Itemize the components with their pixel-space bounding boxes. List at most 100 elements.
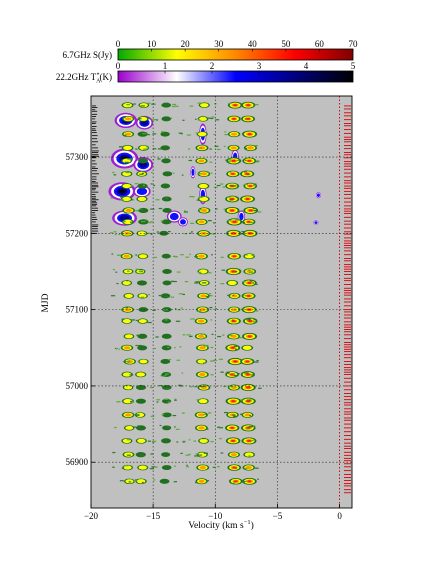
methanol-weak-emission: [147, 321, 152, 324]
methanol-maser-spot: [138, 465, 147, 470]
methanol-weak-emission: [197, 454, 203, 456]
methanol-maser-spot: [247, 281, 252, 284]
methanol-maser-spot: [137, 333, 148, 339]
methanol-weak-emission: [202, 362, 206, 364]
methanol-weak-emission: [189, 105, 194, 107]
methanol-weak-emission: [225, 159, 227, 161]
methanol-maser-spot: [198, 220, 205, 224]
methanol-weak-emission: [234, 271, 238, 273]
methanol-weak-emission: [181, 412, 185, 414]
methanol-weak-emission: [228, 385, 234, 388]
methanol-maser-spot: [230, 426, 235, 429]
methanol-weak-emission: [203, 452, 208, 454]
methanol-weak-emission: [152, 148, 157, 150]
methanol-weak-emission: [152, 440, 157, 442]
methanol-maser-spot: [247, 146, 254, 150]
methanol-weak-emission: [211, 333, 214, 335]
methanol-maser-spot: [162, 280, 172, 286]
methanol-weak-emission: [256, 360, 259, 362]
methanol-weak-emission: [249, 221, 254, 224]
water-maser-spot: [191, 168, 195, 176]
methanol-weak-emission: [198, 196, 202, 198]
methanol-maser-spot: [124, 293, 133, 298]
methanol-weak-emission: [180, 452, 183, 454]
methanol-weak-emission: [172, 280, 177, 283]
methanol-weak-emission: [127, 361, 130, 364]
methanol-weak-emission: [166, 310, 169, 312]
methanol-maser-spot: [122, 280, 131, 285]
methanol-weak-emission: [254, 361, 259, 363]
methanol-weak-emission: [164, 398, 169, 400]
methanol-weak-emission: [215, 208, 218, 210]
methanol-maser-spot: [200, 103, 209, 108]
methanol-weak-emission: [197, 173, 202, 175]
methanol-maser-spot: [138, 293, 147, 298]
methanol-weak-emission: [193, 440, 197, 442]
methanol-weak-emission: [220, 183, 224, 185]
methanol-weak-emission: [139, 173, 144, 175]
methanol-weak-emission: [218, 427, 224, 429]
methanol-weak-emission: [240, 308, 245, 310]
y-axis-label: MJD: [41, 293, 51, 312]
methanol-colorbar-tick-label: 60: [315, 39, 325, 49]
methanol-weak-emission: [167, 230, 171, 233]
methanol-maser-spot: [159, 230, 169, 236]
methanol-maser-spot: [136, 479, 146, 484]
methanol-weak-emission: [246, 319, 251, 321]
methanol-maser-spot: [125, 132, 132, 136]
methanol-weak-emission: [185, 256, 190, 258]
methanol-weak-emission: [135, 210, 139, 212]
methanol-weak-emission: [195, 132, 199, 134]
methanol-weak-emission: [234, 219, 240, 221]
methanol-maser-spot: [199, 466, 206, 470]
x-tick-label: −5: [273, 511, 283, 521]
methanol-maser-spot: [123, 346, 131, 350]
methanol-weak-emission: [134, 479, 137, 481]
methanol-maser-spot: [159, 478, 170, 484]
methanol-weak-emission: [132, 426, 137, 428]
methanol-maser-spot: [161, 465, 172, 471]
methanol-maser-spot: [162, 208, 172, 213]
methanol-weak-emission: [182, 440, 186, 442]
methanol-weak-emission: [222, 334, 225, 336]
y-tick-label: 56900: [66, 457, 89, 467]
methanol-weak-emission: [216, 466, 220, 468]
methanol-weak-emission: [231, 319, 234, 321]
methanol-maser-spot: [199, 372, 206, 377]
methanol-maser-spot: [136, 412, 145, 417]
methanol-weak-emission: [225, 372, 230, 374]
methanol-maser-spot: [198, 426, 205, 430]
methanol-maser-spot: [125, 117, 132, 121]
methanol-weak-emission: [135, 268, 139, 270]
methanol-weak-emission: [130, 400, 132, 403]
methanol-weak-emission: [159, 424, 162, 427]
methanol-weak-emission: [216, 184, 221, 187]
methanol-weak-emission: [186, 134, 191, 136]
methanol-weak-emission: [254, 104, 259, 106]
methanol-maser-spot: [246, 439, 252, 442]
methanol-weak-emission: [212, 359, 217, 362]
methanol-weak-emission: [129, 398, 133, 400]
methanol-weak-emission: [233, 345, 238, 347]
methanol-maser-spot: [136, 372, 145, 377]
methanol-weak-emission: [224, 133, 229, 136]
grid-layer: [91, 96, 352, 508]
methanol-weak-emission: [248, 426, 254, 428]
methanol-colorbar-tick-label: 30: [214, 39, 224, 49]
x-axis-label-main: Velocity (km s: [188, 520, 244, 531]
methanol-weak-emission: [232, 373, 235, 375]
methanol-maser-spot: [198, 399, 208, 404]
methanol-weak-emission: [227, 294, 231, 296]
methanol-weak-emission: [242, 480, 245, 483]
methanol-maser-spot: [247, 480, 252, 483]
methanol-weak-emission: [135, 148, 138, 150]
methanol-weak-emission: [229, 184, 233, 187]
methanol-maser-spot: [162, 171, 173, 177]
methanol-weak-emission: [228, 161, 231, 163]
methanol-maser-spot: [244, 452, 254, 457]
methanol-weak-emission: [158, 294, 163, 297]
methanol-weak-emission: [124, 131, 126, 133]
methanol-weak-emission: [249, 415, 251, 417]
methanol-weak-emission: [229, 334, 233, 336]
